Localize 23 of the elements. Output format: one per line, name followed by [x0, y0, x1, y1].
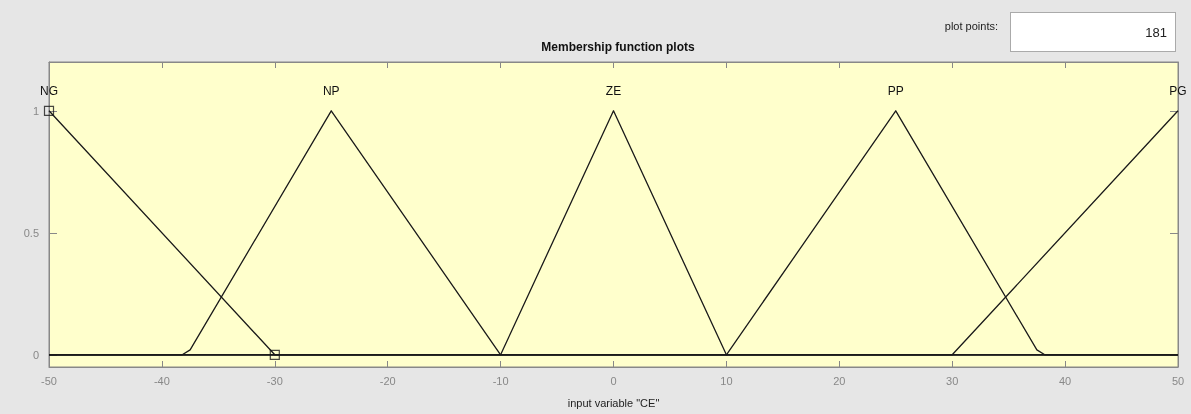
x-tick-label: 40 [1058, 374, 1072, 387]
series-label: NG [40, 83, 58, 98]
x-axis-title: input variable "CE" [567, 396, 660, 409]
x-tick-label: 10 [720, 374, 733, 387]
x-tick-label: 50 [1171, 374, 1185, 387]
x-tick-label: 20 [833, 374, 846, 387]
series-label: PP [887, 83, 904, 98]
x-tick-label: 30 [946, 374, 959, 387]
y-tick-label: 0 [32, 348, 39, 361]
series-label: NP [322, 83, 340, 98]
x-tick-label: -40 [153, 374, 170, 387]
y-tick-label: 1 [32, 104, 39, 117]
x-tick-label: -20 [379, 374, 396, 387]
x-tick-label: -30 [266, 374, 283, 387]
text: plot points: [943, 20, 998, 32]
chart-title: Membership function plots [541, 40, 695, 54]
series-label: ZE [605, 83, 622, 98]
x-tick-label: -10 [492, 374, 509, 387]
x-tick-label: -50 [41, 374, 57, 387]
text-field: 181 [1010, 12, 1176, 52]
y-tick-label: 0.5 [23, 226, 39, 239]
x-tick-label: 0 [610, 374, 617, 387]
series-label: PG [1169, 83, 1187, 98]
